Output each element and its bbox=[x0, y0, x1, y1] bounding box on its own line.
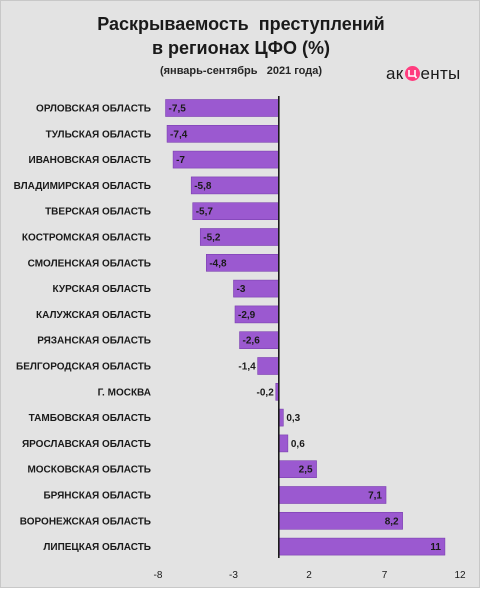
category-label: Г. МОСКВА bbox=[98, 387, 151, 398]
data-label: -4,8 bbox=[209, 258, 227, 269]
data-label: 8,2 bbox=[385, 516, 399, 527]
chart-subtitle: (январь-сентябрь 2021 года) bbox=[159, 65, 323, 77]
data-label: 7,1 bbox=[368, 491, 382, 502]
category-label: ИВАНОВСКАЯ ОБЛАСТЬ bbox=[29, 155, 151, 166]
category-label: ВОРОНЕЖСКАЯ ОБЛАСТЬ bbox=[20, 516, 151, 527]
data-label: -1,4 bbox=[238, 362, 256, 373]
logo-text-suffix: енты bbox=[420, 64, 461, 83]
category-label: РЯЗАНСКАЯ ОБЛАСТЬ bbox=[37, 336, 151, 347]
brand-logo: ак енты bbox=[386, 64, 461, 84]
data-label: 0,6 bbox=[291, 439, 305, 450]
category-label: ТВЕРСКАЯ ОБЛАСТЬ bbox=[45, 207, 151, 218]
data-label: -5,2 bbox=[203, 233, 221, 244]
x-tick-label: 12 bbox=[454, 570, 466, 581]
chart-title-line2: в регионах ЦФО (%) bbox=[151, 38, 331, 58]
category-label: КОСТРОМСКАЯ ОБЛАСТЬ bbox=[22, 233, 151, 244]
data-label: -0,2 bbox=[257, 387, 275, 398]
x-tick-label: 2 bbox=[306, 570, 312, 581]
logo-mark-icon bbox=[404, 66, 420, 81]
x-tick-label: 7 bbox=[382, 570, 388, 581]
data-label: 11 bbox=[430, 542, 441, 553]
logo-text-prefix: ак bbox=[386, 64, 404, 83]
category-label: ОРЛОВСКАЯ ОБЛАСТЬ bbox=[36, 104, 151, 115]
data-label: -3 bbox=[237, 284, 246, 295]
data-label: -7 bbox=[176, 155, 185, 166]
bar bbox=[278, 537, 446, 556]
category-label: ВЛАДИМИРСКАЯ ОБЛАСТЬ bbox=[14, 181, 151, 192]
data-label: -5,7 bbox=[196, 207, 214, 218]
chart-title-line1: Раскрываемость преступлений bbox=[97, 14, 385, 34]
category-label: ЛИПЕЦКАЯ ОБЛАСТЬ bbox=[43, 542, 151, 553]
data-label: -2,6 bbox=[243, 336, 261, 347]
category-label: ТАМБОВСКАЯ ОБЛАСТЬ bbox=[29, 413, 151, 424]
category-label: ЯРОСЛАВСКАЯ ОБЛАСТЬ bbox=[22, 439, 151, 450]
data-label: -2,9 bbox=[238, 310, 256, 321]
category-label: БЕЛГОРОДСКАЯ ОБЛАСТЬ bbox=[16, 362, 151, 373]
category-label: МОСКОВСКАЯ ОБЛАСТЬ bbox=[27, 465, 151, 476]
data-label: -7,4 bbox=[170, 129, 188, 140]
x-tick-label: -8 bbox=[154, 570, 163, 581]
category-label: БРЯНСКАЯ ОБЛАСТЬ bbox=[43, 491, 151, 502]
bar bbox=[172, 150, 280, 169]
chart-title: Раскрываемость преступлений в регионах Ц… bbox=[1, 12, 480, 60]
category-label: ТУЛЬСКАЯ ОБЛАСТЬ bbox=[46, 129, 151, 140]
category-label: КУРСКАЯ ОБЛАСТЬ bbox=[53, 284, 151, 295]
x-tick-label: -3 bbox=[229, 570, 238, 581]
category-label: КАЛУЖСКАЯ ОБЛАСТЬ bbox=[36, 310, 151, 321]
data-label: 2,5 bbox=[299, 465, 313, 476]
data-label: -7,5 bbox=[169, 104, 187, 115]
data-label: -5,8 bbox=[194, 181, 212, 192]
bar bbox=[257, 357, 280, 375]
category-label: СМОЛЕНСКАЯ ОБЛАСТЬ bbox=[28, 258, 151, 269]
data-label: 0,3 bbox=[286, 413, 300, 424]
bar bbox=[278, 434, 289, 453]
